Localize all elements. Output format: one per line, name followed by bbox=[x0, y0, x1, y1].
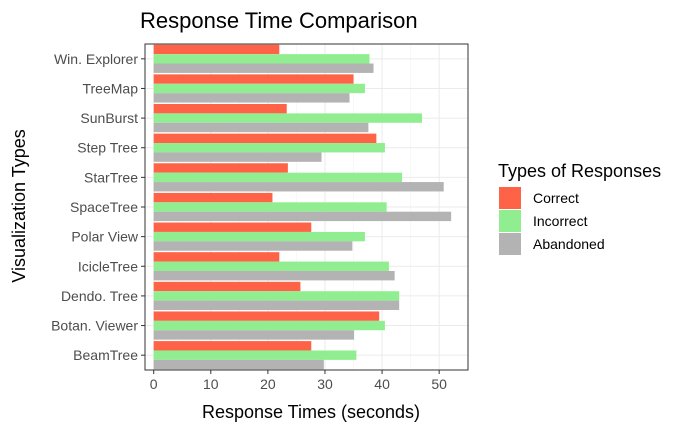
legend-key-correct bbox=[499, 187, 521, 209]
bar-incorrect-win-explorer bbox=[153, 54, 370, 64]
y-tick-label: Dendo. Tree bbox=[61, 288, 138, 304]
legend-label-correct: Correct bbox=[533, 190, 579, 206]
bar-abandoned-botan-viewer bbox=[153, 330, 355, 340]
y-axis-title: Visualization Types bbox=[9, 129, 29, 282]
y-tick-label: Step Tree bbox=[77, 140, 138, 156]
bar-incorrect-sunburst bbox=[153, 113, 423, 123]
bar-incorrect-spacetree bbox=[153, 202, 387, 212]
y-tick-label: Botan. Viewer bbox=[51, 318, 138, 334]
y-tick-label: SunBurst bbox=[80, 110, 138, 126]
bar-abandoned-sunburst bbox=[153, 122, 369, 133]
bar-abandoned-step-tree bbox=[153, 152, 322, 162]
x-tick-label: 20 bbox=[260, 376, 276, 392]
legend-key-abandoned bbox=[499, 233, 521, 255]
x-tick-label: 30 bbox=[317, 376, 333, 392]
x-axis-title: Response Times (seconds) bbox=[202, 402, 420, 422]
legend-title: Types of Responses bbox=[498, 161, 661, 181]
bar-abandoned-beamtree bbox=[153, 359, 324, 370]
bar-abandoned-startree bbox=[153, 182, 444, 192]
bar-incorrect-botan-viewer bbox=[153, 320, 385, 331]
y-tick-labels: Win. Explorer TreeMap SunBurst Step Tree Sta… bbox=[51, 51, 145, 363]
bar-abandoned-icicletree bbox=[153, 270, 395, 281]
y-tick-label: Win. Explorer bbox=[54, 51, 138, 67]
bar-correct-dendo-tree bbox=[153, 281, 301, 292]
bar-correct-polar-view bbox=[153, 222, 312, 232]
bar-abandoned-spacetree bbox=[153, 211, 452, 222]
x-tick-labels: 0 10 20 30 40 50 bbox=[150, 370, 447, 392]
y-tick-label: BeamTree bbox=[73, 347, 138, 363]
legend-key-incorrect bbox=[499, 210, 521, 232]
x-tick-label: 0 bbox=[150, 376, 158, 392]
bar-abandoned-dendo-tree bbox=[153, 300, 400, 311]
y-tick-label: SpaceTree bbox=[70, 199, 138, 215]
bar-incorrect-startree bbox=[153, 172, 403, 183]
legend-label-abandoned: Abandoned bbox=[533, 236, 605, 252]
bar-correct-botan-viewer bbox=[153, 311, 380, 321]
bar-incorrect-dendo-tree bbox=[153, 291, 400, 301]
legend-items: Correct Incorrect Abandoned bbox=[499, 187, 605, 255]
y-tick-label: StarTree bbox=[84, 169, 138, 185]
bar-correct-step-tree bbox=[153, 133, 377, 144]
bar-incorrect-step-tree bbox=[153, 143, 385, 153]
y-tick-label: IcicleTree bbox=[78, 258, 138, 274]
chart-title: Response Time Comparison bbox=[140, 8, 418, 33]
bar-correct-spacetree bbox=[153, 192, 273, 203]
bar-correct-icicletree bbox=[153, 252, 280, 262]
legend-label-incorrect: Incorrect bbox=[533, 213, 588, 229]
bar-abandoned-treemap bbox=[153, 93, 350, 103]
bar-incorrect-beamtree bbox=[153, 350, 357, 360]
bar-correct-win-explorer bbox=[153, 44, 280, 55]
bar-correct-beamtree bbox=[153, 341, 312, 351]
bar-incorrect-icicletree bbox=[153, 261, 389, 271]
bar-incorrect-polar-view bbox=[153, 231, 365, 242]
bar-correct-startree bbox=[153, 163, 288, 173]
bar-correct-treemap bbox=[153, 74, 354, 84]
bar-correct-sunburst bbox=[153, 103, 287, 114]
y-tick-label: Polar View bbox=[71, 229, 139, 245]
x-tick-label: 40 bbox=[374, 376, 390, 392]
x-tick-label: 50 bbox=[431, 376, 447, 392]
plot-panel bbox=[144, 43, 469, 371]
bar-abandoned-polar-view bbox=[153, 241, 353, 251]
bar-abandoned-win-explorer bbox=[153, 63, 374, 73]
y-tick-label: TreeMap bbox=[82, 80, 138, 96]
legend: Types of Responses Correct Incorrect Aband… bbox=[498, 161, 661, 255]
x-tick-label: 10 bbox=[203, 376, 219, 392]
bar-incorrect-treemap bbox=[153, 83, 365, 94]
